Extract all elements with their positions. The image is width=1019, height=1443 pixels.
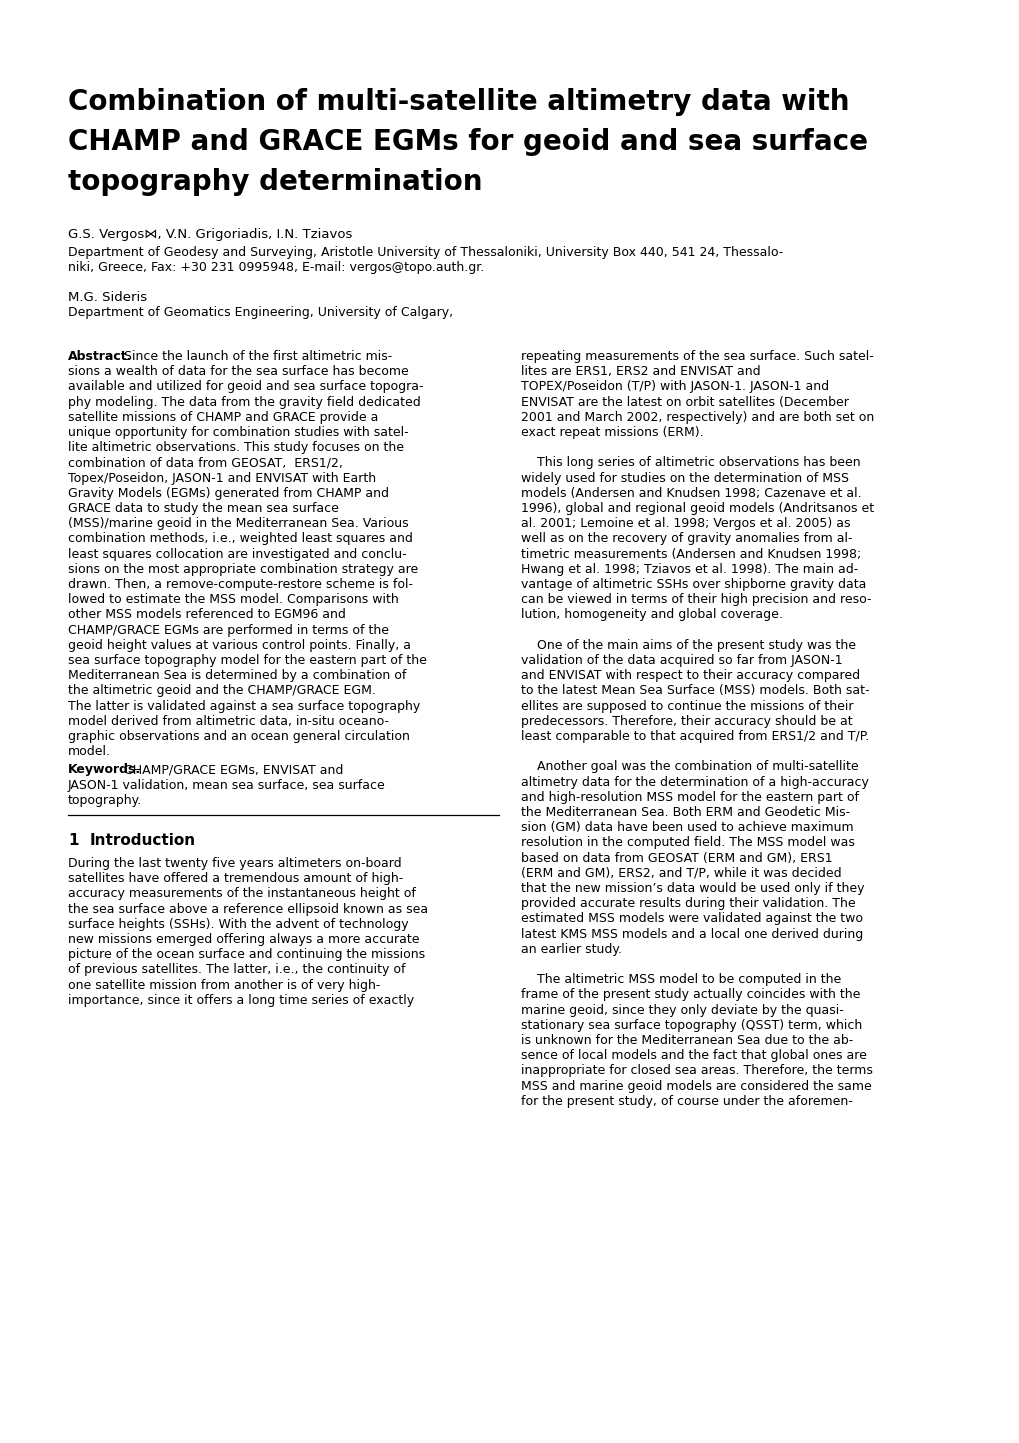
Text: unique opportunity for combination studies with satel-: unique opportunity for combination studi… — [68, 426, 409, 439]
Text: can be viewed in terms of their high precision and reso-: can be viewed in terms of their high pre… — [521, 593, 870, 606]
Text: latest KMS MSS models and a local one derived during: latest KMS MSS models and a local one de… — [521, 928, 862, 941]
Text: frame of the present study actually coincides with the: frame of the present study actually coin… — [521, 988, 860, 1001]
Text: topography.: topography. — [68, 794, 142, 807]
Text: the Mediterranean Sea. Both ERM and Geodetic Mis-: the Mediterranean Sea. Both ERM and Geod… — [521, 807, 849, 820]
Text: Abstract.: Abstract. — [68, 351, 132, 364]
Text: al. 2001; Lemoine et al. 1998; Vergos et al. 2005) as: al. 2001; Lemoine et al. 1998; Vergos et… — [521, 517, 850, 530]
Text: phy modeling. The data from the gravity field dedicated: phy modeling. The data from the gravity … — [68, 395, 421, 408]
Text: One of the main aims of the present study was the: One of the main aims of the present stud… — [521, 639, 855, 652]
Text: G.S. Vergos⋈, V.N. Grigoriadis, I.N. Tziavos: G.S. Vergos⋈, V.N. Grigoriadis, I.N. Tzi… — [68, 228, 352, 241]
Text: sion (GM) data have been used to achieve maximum: sion (GM) data have been used to achieve… — [521, 821, 853, 834]
Text: and ENVISAT with respect to their accuracy compared: and ENVISAT with respect to their accura… — [521, 670, 859, 683]
Text: The latter is validated against a sea surface topography: The latter is validated against a sea su… — [68, 700, 420, 713]
Text: MSS and marine geoid models are considered the same: MSS and marine geoid models are consider… — [521, 1079, 871, 1092]
Text: stationary sea surface topography (QSST) term, which: stationary sea surface topography (QSST)… — [521, 1019, 861, 1032]
Text: 1996), global and regional geoid models (Andritsanos et: 1996), global and regional geoid models … — [521, 502, 873, 515]
Text: marine geoid, since they only deviate by the quasi-: marine geoid, since they only deviate by… — [521, 1003, 843, 1017]
Text: Mediterranean Sea is determined by a combination of: Mediterranean Sea is determined by a com… — [68, 670, 406, 683]
Text: combination of data from GEOSAT,  ERS1/2,: combination of data from GEOSAT, ERS1/2, — [68, 456, 342, 469]
Text: Topex/Poseidon, JASON-1 and ENVISAT with Earth: Topex/Poseidon, JASON-1 and ENVISAT with… — [68, 472, 376, 485]
Text: CHAMP and GRACE EGMs for geoid and sea surface: CHAMP and GRACE EGMs for geoid and sea s… — [68, 128, 867, 156]
Text: Keywords.: Keywords. — [68, 763, 141, 776]
Text: drawn. Then, a remove-compute-restore scheme is fol-: drawn. Then, a remove-compute-restore sc… — [68, 579, 413, 592]
Text: (MSS)/marine geoid in the Mediterranean Sea. Various: (MSS)/marine geoid in the Mediterranean … — [68, 517, 409, 530]
Text: for the present study, of course under the aforemen-: for the present study, of course under t… — [521, 1095, 852, 1108]
Text: Department of Geomatics Engineering, University of Calgary,: Department of Geomatics Engineering, Uni… — [68, 306, 452, 319]
Text: TOPEX/Poseidon (T/P) with JASON-1. JASON-1 and: TOPEX/Poseidon (T/P) with JASON-1. JASON… — [521, 381, 828, 394]
Text: ellites are supposed to continue the missions of their: ellites are supposed to continue the mis… — [521, 700, 853, 713]
Text: vantage of altimetric SSHs over shipborne gravity data: vantage of altimetric SSHs over shipborn… — [521, 579, 865, 592]
Text: The altimetric MSS model to be computed in the: The altimetric MSS model to be computed … — [521, 973, 841, 986]
Text: combination methods, i.e., weighted least squares and: combination methods, i.e., weighted leas… — [68, 532, 413, 545]
Text: other MSS models referenced to EGM96 and: other MSS models referenced to EGM96 and — [68, 609, 345, 622]
Text: ENVISAT are the latest on orbit satellites (December: ENVISAT are the latest on orbit satellit… — [521, 395, 848, 408]
Text: sea surface topography model for the eastern part of the: sea surface topography model for the eas… — [68, 654, 427, 667]
Text: Gravity Models (EGMs) generated from CHAMP and: Gravity Models (EGMs) generated from CHA… — [68, 486, 388, 499]
Text: picture of the ocean surface and continuing the missions: picture of the ocean surface and continu… — [68, 948, 425, 961]
Text: available and utilized for geoid and sea surface topogra-: available and utilized for geoid and sea… — [68, 381, 423, 394]
Text: model.: model. — [68, 745, 111, 758]
Text: niki, Greece, Fax: +30 231 0995948, E-mail: vergos@topo.auth.gr.: niki, Greece, Fax: +30 231 0995948, E-ma… — [68, 261, 484, 274]
Text: resolution in the computed field. The MSS model was: resolution in the computed field. The MS… — [521, 837, 854, 850]
Text: (ERM and GM), ERS2, and T/P, while it was decided: (ERM and GM), ERS2, and T/P, while it wa… — [521, 867, 841, 880]
Text: estimated MSS models were validated against the two: estimated MSS models were validated agai… — [521, 912, 862, 925]
Text: CHAMP/GRACE EGMs, ENVISAT and: CHAMP/GRACE EGMs, ENVISAT and — [120, 763, 343, 776]
Text: geoid height values at various control points. Finally, a: geoid height values at various control p… — [68, 639, 411, 652]
Text: lution, homogeneity and global coverage.: lution, homogeneity and global coverage. — [521, 609, 783, 622]
Text: models (Andersen and Knudsen 1998; Cazenave et al.: models (Andersen and Knudsen 1998; Cazen… — [521, 486, 861, 499]
Text: based on data from GEOSAT (ERM and GM), ERS1: based on data from GEOSAT (ERM and GM), … — [521, 851, 832, 864]
Text: lowed to estimate the MSS model. Comparisons with: lowed to estimate the MSS model. Compari… — [68, 593, 398, 606]
Text: provided accurate results during their validation. The: provided accurate results during their v… — [521, 898, 855, 911]
Text: Combination of multi-satellite altimetry data with: Combination of multi-satellite altimetry… — [68, 88, 849, 115]
Text: importance, since it offers a long time series of exactly: importance, since it offers a long time … — [68, 994, 414, 1007]
Text: satellite missions of CHAMP and GRACE provide a: satellite missions of CHAMP and GRACE pr… — [68, 411, 378, 424]
Text: Hwang et al. 1998; Tziavos et al. 1998). The main ad-: Hwang et al. 1998; Tziavos et al. 1998).… — [521, 563, 857, 576]
Text: predecessors. Therefore, their accuracy should be at: predecessors. Therefore, their accuracy … — [521, 714, 852, 727]
Text: 1: 1 — [68, 833, 78, 848]
Text: This long series of altimetric observations has been: This long series of altimetric observati… — [521, 456, 860, 469]
Text: surface heights (SSHs). With the advent of technology: surface heights (SSHs). With the advent … — [68, 918, 409, 931]
Text: Since the launch of the first altimetric mis-: Since the launch of the first altimetric… — [120, 351, 392, 364]
Text: graphic observations and an ocean general circulation: graphic observations and an ocean genera… — [68, 730, 410, 743]
Text: lite altimetric observations. This study focuses on the: lite altimetric observations. This study… — [68, 442, 404, 455]
Text: M.G. Sideris: M.G. Sideris — [68, 291, 147, 304]
Text: exact repeat missions (ERM).: exact repeat missions (ERM). — [521, 426, 703, 439]
Text: that the new mission’s data would be used only if they: that the new mission’s data would be use… — [521, 882, 864, 895]
Text: inappropriate for closed sea areas. Therefore, the terms: inappropriate for closed sea areas. Ther… — [521, 1065, 872, 1078]
Text: the altimetric geoid and the CHAMP/GRACE EGM.: the altimetric geoid and the CHAMP/GRACE… — [68, 684, 376, 697]
Text: accuracy measurements of the instantaneous height of: accuracy measurements of the instantaneo… — [68, 887, 416, 900]
Text: timetric measurements (Andersen and Knudsen 1998;: timetric measurements (Andersen and Knud… — [521, 547, 860, 560]
Text: GRACE data to study the mean sea surface: GRACE data to study the mean sea surface — [68, 502, 338, 515]
Text: is unknown for the Mediterranean Sea due to the ab-: is unknown for the Mediterranean Sea due… — [521, 1035, 853, 1048]
Text: least comparable to that acquired from ERS1/2 and T/P.: least comparable to that acquired from E… — [521, 730, 868, 743]
Text: During the last twenty five years altimeters on-board: During the last twenty five years altime… — [68, 857, 401, 870]
Text: widely used for studies on the determination of MSS: widely used for studies on the determina… — [521, 472, 848, 485]
Text: new missions emerged offering always a more accurate: new missions emerged offering always a m… — [68, 934, 419, 947]
Text: well as on the recovery of gravity anomalies from al-: well as on the recovery of gravity anoma… — [521, 532, 852, 545]
Text: sions a wealth of data for the sea surface has become: sions a wealth of data for the sea surfa… — [68, 365, 409, 378]
Text: one satellite mission from another is of very high-: one satellite mission from another is of… — [68, 978, 380, 991]
Text: of previous satellites. The latter, i.e., the continuity of: of previous satellites. The latter, i.e.… — [68, 964, 406, 977]
Text: Department of Geodesy and Surveying, Aristotle University of Thessaloniki, Unive: Department of Geodesy and Surveying, Ari… — [68, 245, 783, 258]
Text: altimetry data for the determination of a high-accuracy: altimetry data for the determination of … — [521, 775, 868, 789]
Text: topography determination: topography determination — [68, 167, 482, 196]
Text: JASON-1 validation, mean sea surface, sea surface: JASON-1 validation, mean sea surface, se… — [68, 779, 385, 792]
Text: repeating measurements of the sea surface. Such satel-: repeating measurements of the sea surfac… — [521, 351, 873, 364]
Text: to the latest Mean Sea Surface (MSS) models. Both sat-: to the latest Mean Sea Surface (MSS) mod… — [521, 684, 868, 697]
Text: least squares collocation are investigated and conclu-: least squares collocation are investigat… — [68, 547, 407, 560]
Text: validation of the data acquired so far from JASON-1: validation of the data acquired so far f… — [521, 654, 842, 667]
Text: an earlier study.: an earlier study. — [521, 942, 622, 955]
Text: 2001 and March 2002, respectively) and are both set on: 2001 and March 2002, respectively) and a… — [521, 411, 873, 424]
Text: model derived from altimetric data, in-situ oceano-: model derived from altimetric data, in-s… — [68, 714, 388, 727]
Text: Introduction: Introduction — [90, 833, 196, 848]
Text: CHAMP/GRACE EGMs are performed in terms of the: CHAMP/GRACE EGMs are performed in terms … — [68, 623, 388, 636]
Text: sions on the most appropriate combination strategy are: sions on the most appropriate combinatio… — [68, 563, 418, 576]
Text: Another goal was the combination of multi-satellite: Another goal was the combination of mult… — [521, 760, 858, 773]
Text: the sea surface above a reference ellipsoid known as sea: the sea surface above a reference ellips… — [68, 903, 428, 916]
Text: and high-resolution MSS model for the eastern part of: and high-resolution MSS model for the ea… — [521, 791, 858, 804]
Text: lites are ERS1, ERS2 and ENVISAT and: lites are ERS1, ERS2 and ENVISAT and — [521, 365, 760, 378]
Text: satellites have offered a tremendous amount of high-: satellites have offered a tremendous amo… — [68, 872, 403, 885]
Text: sence of local models and the fact that global ones are: sence of local models and the fact that … — [521, 1049, 866, 1062]
